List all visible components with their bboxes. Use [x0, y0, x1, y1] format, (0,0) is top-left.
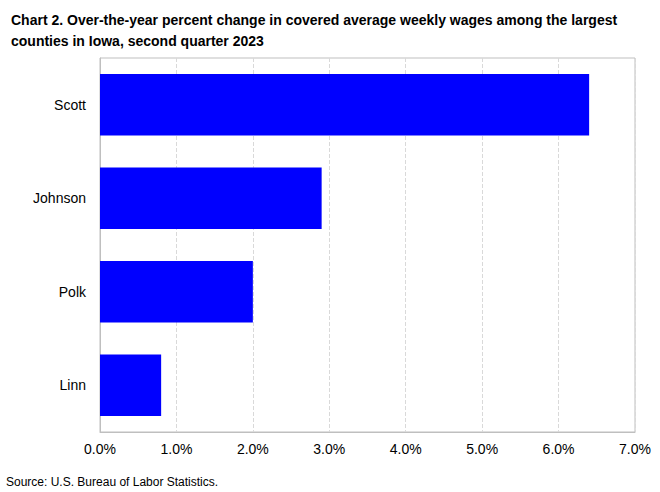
svg-text:Polk: Polk	[59, 284, 87, 300]
svg-text:7.0%: 7.0%	[619, 441, 651, 457]
svg-text:3.0%: 3.0%	[313, 441, 345, 457]
svg-text:Linn: Linn	[60, 377, 86, 393]
svg-text:2.0%: 2.0%	[237, 441, 269, 457]
svg-text:6.0%: 6.0%	[543, 441, 575, 457]
svg-text:Source: U.S. Bureau of Labor S: Source: U.S. Bureau of Labor Statistics.	[6, 475, 218, 489]
svg-text:Scott: Scott	[54, 97, 86, 113]
svg-text:Chart 2. Over-the-year percent: Chart 2. Over-the-year percent change in…	[11, 12, 621, 28]
svg-text:5.0%: 5.0%	[466, 441, 498, 457]
svg-text:4.0%: 4.0%	[390, 441, 422, 457]
svg-text:counties in Iowa, second quart: counties in Iowa, second quarter 2023	[11, 33, 264, 49]
svg-text:0.0%: 0.0%	[84, 441, 116, 457]
svg-text:1.0%: 1.0%	[160, 441, 192, 457]
svg-text:Johnson: Johnson	[33, 190, 86, 206]
